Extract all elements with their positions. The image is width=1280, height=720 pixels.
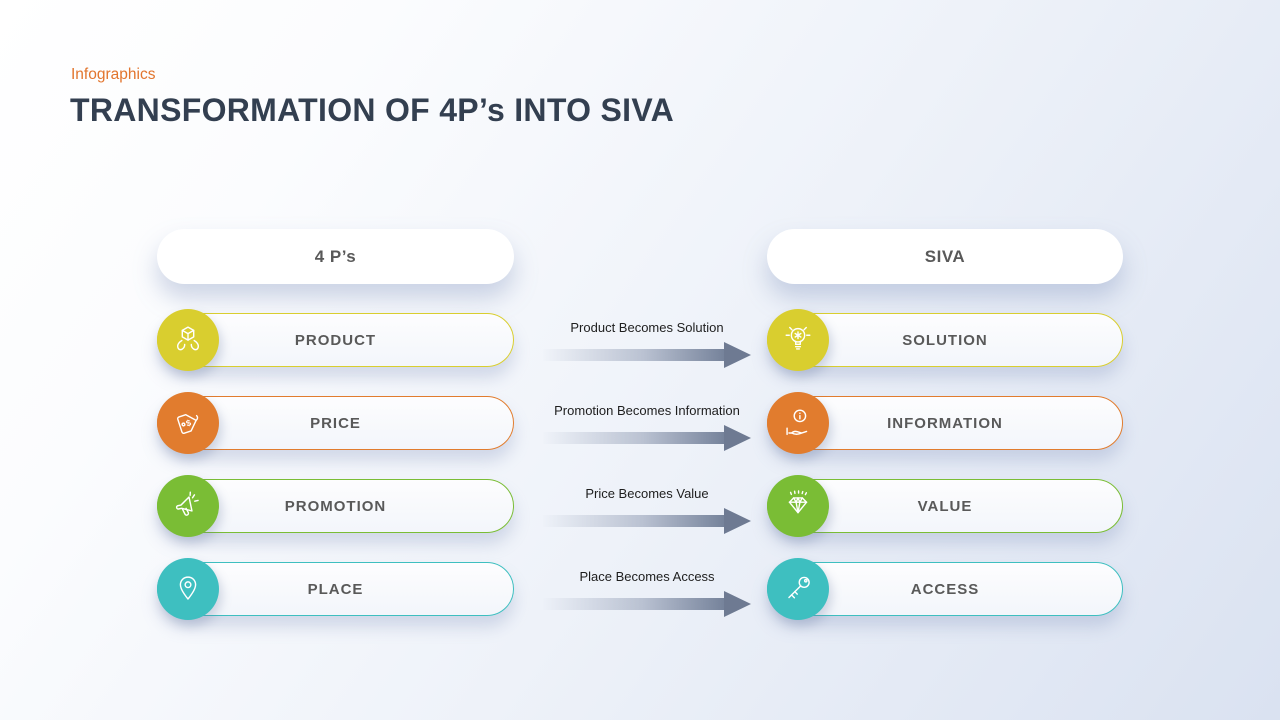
item-product: PRODUCT — [157, 309, 514, 371]
item-access: ACCESS — [767, 558, 1123, 620]
eyebrow-label: Infographics — [71, 66, 156, 83]
item-information: INFORMATION — [767, 392, 1123, 454]
item-label: PRICE — [310, 414, 361, 432]
product-in-hands-icon — [157, 309, 219, 371]
arrow-product-to-solution: Product Becomes Solution — [543, 320, 751, 368]
arrow-label: Price Becomes Value — [585, 486, 709, 501]
item-promotion: PROMOTION — [157, 475, 514, 537]
item-label: INFORMATION — [887, 414, 1003, 432]
item-label: PRODUCT — [294, 331, 377, 349]
arrow-label: Product Becomes Solution — [570, 320, 724, 335]
price-tag-icon: $ — [157, 392, 219, 454]
left-column-header: 4 P’s — [157, 229, 514, 284]
right-column-header: SIVA — [767, 229, 1123, 284]
right-arrow-icon — [543, 425, 751, 451]
svg-text:$: $ — [185, 417, 193, 428]
arrow-promotion-to-information: Promotion Becomes Information — [543, 403, 751, 451]
arrow-label: Promotion Becomes Information — [554, 403, 740, 418]
item-label: PLACE — [307, 580, 364, 598]
item-solution: SOLUTION — [767, 309, 1123, 371]
item-label: VALUE — [917, 497, 973, 515]
item-label: SOLUTION — [902, 331, 988, 349]
item-price: $ PRICE — [157, 392, 514, 454]
right-arrow-icon — [543, 591, 751, 617]
item-value: VALUE — [767, 475, 1123, 537]
page-title: TRANSFORMATION OF 4P’s INTO SIVA — [70, 92, 675, 128]
idea-bulb-icon — [767, 309, 829, 371]
diamond-icon — [767, 475, 829, 537]
item-label: PROMOTION — [284, 497, 387, 515]
arrow-price-to-value: Price Becomes Value — [543, 486, 751, 534]
key-icon — [767, 558, 829, 620]
megaphone-icon — [157, 475, 219, 537]
item-place: PLACE — [157, 558, 514, 620]
right-arrow-icon — [543, 342, 751, 368]
location-pin-icon — [157, 558, 219, 620]
arrow-place-to-access: Place Becomes Access — [543, 569, 751, 617]
info-in-hand-icon — [767, 392, 829, 454]
right-arrow-icon — [543, 508, 751, 534]
item-label: ACCESS — [910, 580, 980, 598]
arrow-label: Place Becomes Access — [579, 569, 715, 584]
